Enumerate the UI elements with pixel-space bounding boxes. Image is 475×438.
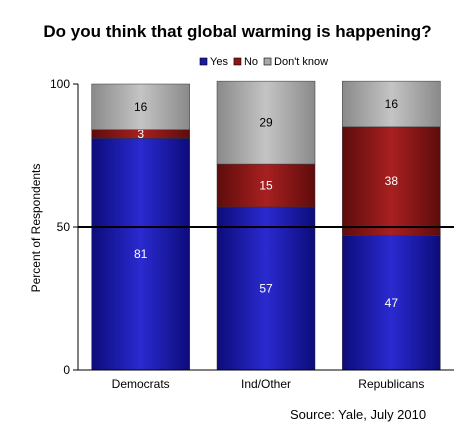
bar-value-label: 38 [385,174,399,188]
legend-swatch [233,57,242,66]
bar-value-label: 81 [134,247,148,261]
bar-value-label: 47 [385,296,399,310]
chart-title: Do you think that global warming is happ… [43,22,432,41]
legend-swatch [199,57,208,66]
source-note: Source: Yale, July 2010 [290,407,427,422]
x-tick-label: Democrats [112,377,170,391]
legend: Yes No Don't know [199,56,328,68]
bar-segment [216,80,316,165]
legend-swatch [263,57,272,66]
x-axis: Democrats Ind/Other Republicans [78,369,454,391]
y-axis: 0 50 100 [50,77,79,377]
legend-label: Don't know [274,56,328,68]
bar-segment [216,206,316,371]
bar-value-label: 15 [259,179,273,193]
legend-label: No [244,56,258,68]
bar-value-label: 57 [259,281,273,295]
bar-value-label: 16 [385,97,399,111]
bar-segment [91,138,190,371]
bars: 81 3 16 57 15 29 47 38 16 [78,80,454,371]
bar-segment [342,126,441,236]
x-tick-label: Ind/Other [241,377,291,391]
bar-value-label: 3 [137,127,144,141]
bar-segment [91,83,190,131]
bar-segment [342,235,441,371]
x-tick-label: Republicans [358,377,424,391]
bar-segment [342,80,441,128]
bar-value-label: 29 [259,116,273,130]
y-tick-label: 100 [50,77,70,91]
legend-label: Yes [210,56,228,68]
y-tick-label: 50 [57,220,71,234]
bar-value-label: 16 [134,100,148,114]
y-tick-label: 0 [63,363,70,377]
y-axis-label: Percent of Respondents [29,164,43,293]
